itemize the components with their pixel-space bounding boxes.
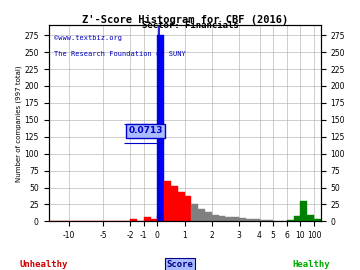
Bar <box>185 196 192 221</box>
Bar <box>212 215 219 221</box>
Bar <box>171 186 178 221</box>
Bar <box>239 218 246 221</box>
Text: The Research Foundation of SUNY: The Research Foundation of SUNY <box>54 50 186 56</box>
Bar <box>232 217 239 221</box>
Bar <box>205 212 212 221</box>
Bar <box>253 220 260 221</box>
Bar <box>314 220 321 221</box>
Text: Sector: Financials: Sector: Financials <box>143 21 239 30</box>
Text: ©www.textbiz.org: ©www.textbiz.org <box>54 35 122 41</box>
Bar <box>287 220 293 221</box>
Text: Score: Score <box>167 260 193 269</box>
Bar <box>246 219 253 221</box>
Y-axis label: Number of companies (997 total): Number of companies (997 total) <box>15 65 22 181</box>
Bar <box>198 209 205 221</box>
Bar <box>157 35 164 221</box>
Text: Healthy: Healthy <box>293 260 330 269</box>
Bar <box>225 217 232 221</box>
Bar <box>307 215 314 221</box>
Bar <box>266 220 273 221</box>
Bar <box>150 219 157 221</box>
Bar <box>192 204 198 221</box>
Bar <box>144 217 150 221</box>
Bar <box>219 216 225 221</box>
Bar <box>260 220 266 221</box>
Bar <box>293 216 300 221</box>
Bar <box>178 192 185 221</box>
Bar <box>300 201 307 221</box>
Text: Unhealthy: Unhealthy <box>19 260 67 269</box>
Bar <box>130 220 137 221</box>
Text: 0.0713: 0.0713 <box>129 126 163 135</box>
Bar <box>164 181 171 221</box>
Title: Z'-Score Histogram for CBF (2016): Z'-Score Histogram for CBF (2016) <box>81 15 288 25</box>
